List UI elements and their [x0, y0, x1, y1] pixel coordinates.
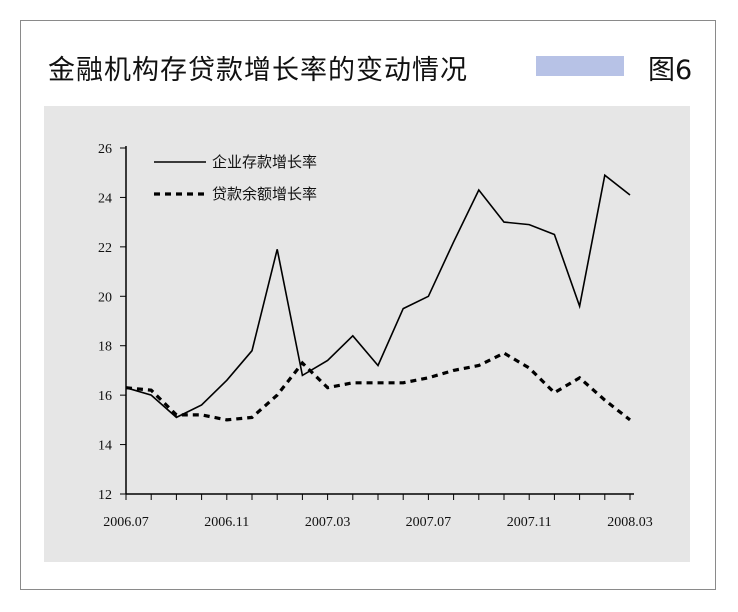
- plot-area: [44, 106, 690, 562]
- x-tick-label: 2006.07: [103, 515, 149, 530]
- x-tick-label: 2006.11: [204, 515, 249, 530]
- title-accent-bar: [536, 56, 624, 76]
- y-tick-label: 14: [98, 439, 112, 454]
- series-line-2: [125, 351, 631, 422]
- legend-label-1: 企业存款增长率: [212, 153, 317, 171]
- x-tick-label: 2007.11: [507, 515, 552, 530]
- y-tick-label: 12: [98, 488, 112, 503]
- x-tick-label: 2008.03: [607, 515, 653, 530]
- y-tick-label: 26: [98, 142, 112, 157]
- x-tick-label: 2007.03: [305, 515, 351, 530]
- y-tick-label: 18: [98, 340, 112, 355]
- y-tick-label: 24: [98, 191, 112, 206]
- y-tick-label: 20: [98, 290, 112, 305]
- y-tick-label: 16: [98, 389, 112, 404]
- series-line-1: [125, 173, 631, 419]
- figure-label: 图6: [648, 55, 693, 86]
- x-tick-label: 2007.07: [406, 515, 452, 530]
- chart-title: 金融机构存贷款增长率的变动情况: [48, 55, 468, 86]
- y-tick-label: 22: [98, 241, 112, 256]
- legend-label-2: 贷款余额增长率: [212, 185, 317, 203]
